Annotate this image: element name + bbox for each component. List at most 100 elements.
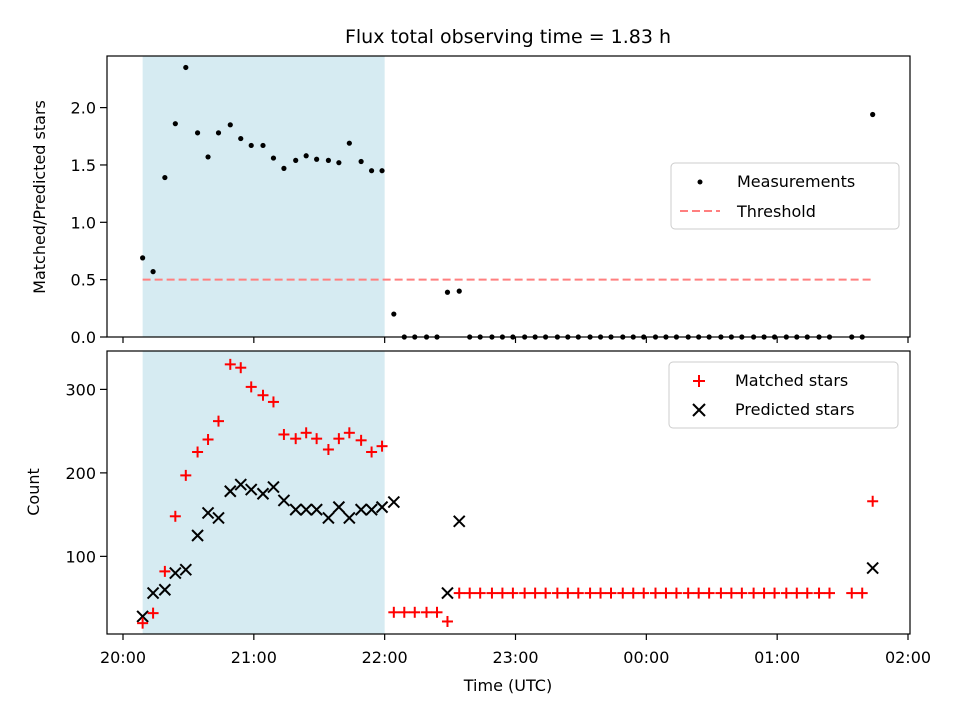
measurement-point [248,142,254,149]
matched-point [572,587,584,599]
x-tick-label: 23:00 [492,648,538,667]
matched-point [507,587,519,599]
matched-point [388,606,400,618]
matched-point [245,381,257,393]
measurement-point [194,130,201,136]
measurement-point [444,289,451,295]
matched-point [703,587,715,599]
count-x-axis: 20:00 21:00 22:00 23:00 00:00 01:00 02:00 [100,634,931,667]
measurement-point [379,168,385,174]
matched-point [322,444,334,456]
matched-point [257,389,269,401]
predicted-point [332,500,346,514]
predicted-point [310,503,323,516]
measurement-point [368,168,375,174]
measurement-point [205,154,211,160]
matched-point [584,587,596,599]
count-panel: 100 200 300 20:00 21:00 22:00 23:00 00:00 01:00… [24,350,931,695]
matched-point [682,587,694,599]
measurement-point [303,153,309,159]
matched-point [660,587,672,599]
ratio-y-label: Matched/Predicted stars [30,100,49,294]
measurement-point [150,269,156,275]
matched-point [366,446,378,458]
matched-point [551,587,563,599]
predicted-point [191,529,204,542]
measurement-point [346,140,352,146]
matched-point [801,587,813,599]
measurement-point [260,142,266,149]
measurement-point [358,158,364,165]
predicted-point [453,515,466,528]
count-points [136,358,879,629]
x-tick-label: 22:00 [362,648,408,667]
matched-point [627,587,639,599]
measurement-point [325,157,332,163]
matched-point [769,587,781,599]
measurement-point [270,155,277,161]
matched-point [235,362,247,374]
measurement-point [172,121,178,127]
x-tick-label: 00:00 [623,648,669,667]
matched-point [519,587,531,599]
matched-point [137,617,149,629]
predicted-point [256,487,270,500]
predicted-point [224,485,237,498]
predicted-point [365,503,378,516]
predicted-point [375,500,389,514]
predicted-point [158,583,172,596]
x-tick-label: 02:00 [885,648,931,667]
matched-point [824,587,835,599]
matched-point [267,396,279,408]
legend-measurements-label: Measurements [737,172,855,191]
measurement-point [314,156,320,162]
ratio-panel: 0.00.51.01.52.0 Matched/Predicted stars … [30,55,911,347]
legend-predicted-marker [692,403,706,417]
matched-point [562,587,574,599]
matched-point [333,433,345,445]
matched-point [453,587,465,599]
matched-point [474,587,486,599]
legend-threshold-label: Threshold [736,202,816,221]
matched-point [496,587,508,599]
x-tick-label: 21:00 [231,648,277,667]
matched-point [343,427,355,439]
matched-point [780,587,792,599]
predicted-point [245,483,258,496]
predicted-point [267,480,280,494]
measurement-point [215,130,222,136]
measurement-point [238,135,244,142]
matched-point [748,587,760,599]
legend-measurements-marker [697,179,703,185]
measurement-point [391,311,397,317]
matched-point [278,428,290,440]
measurement-point [456,288,462,294]
ratio-legend: Measurements Threshold [670,162,900,230]
matched-point [441,615,453,627]
matched-point [758,587,770,599]
x-tick-label: 20:00 [100,648,146,667]
matched-point [846,587,858,599]
matched-point [213,415,225,427]
matched-point [649,587,661,599]
measurement-point [281,165,287,171]
matched-point [540,587,552,599]
predicted-point [866,561,879,575]
matched-point [867,495,879,507]
ratio-x-ticks [122,337,909,343]
y-tick-label: 300 [65,380,96,399]
matched-point [856,587,868,599]
matched-point [431,606,443,618]
matched-point [421,606,433,618]
y-tick-label: 200 [65,464,96,483]
matched-point [638,587,650,599]
matched-point [791,587,803,599]
matched-point [725,587,737,599]
matched-point [529,587,541,599]
matched-point [300,427,312,439]
predicted-point [136,610,149,623]
ratio-axes-frame [106,55,911,338]
y-tick-label: 0.0 [71,328,96,347]
matched-point [693,587,705,599]
